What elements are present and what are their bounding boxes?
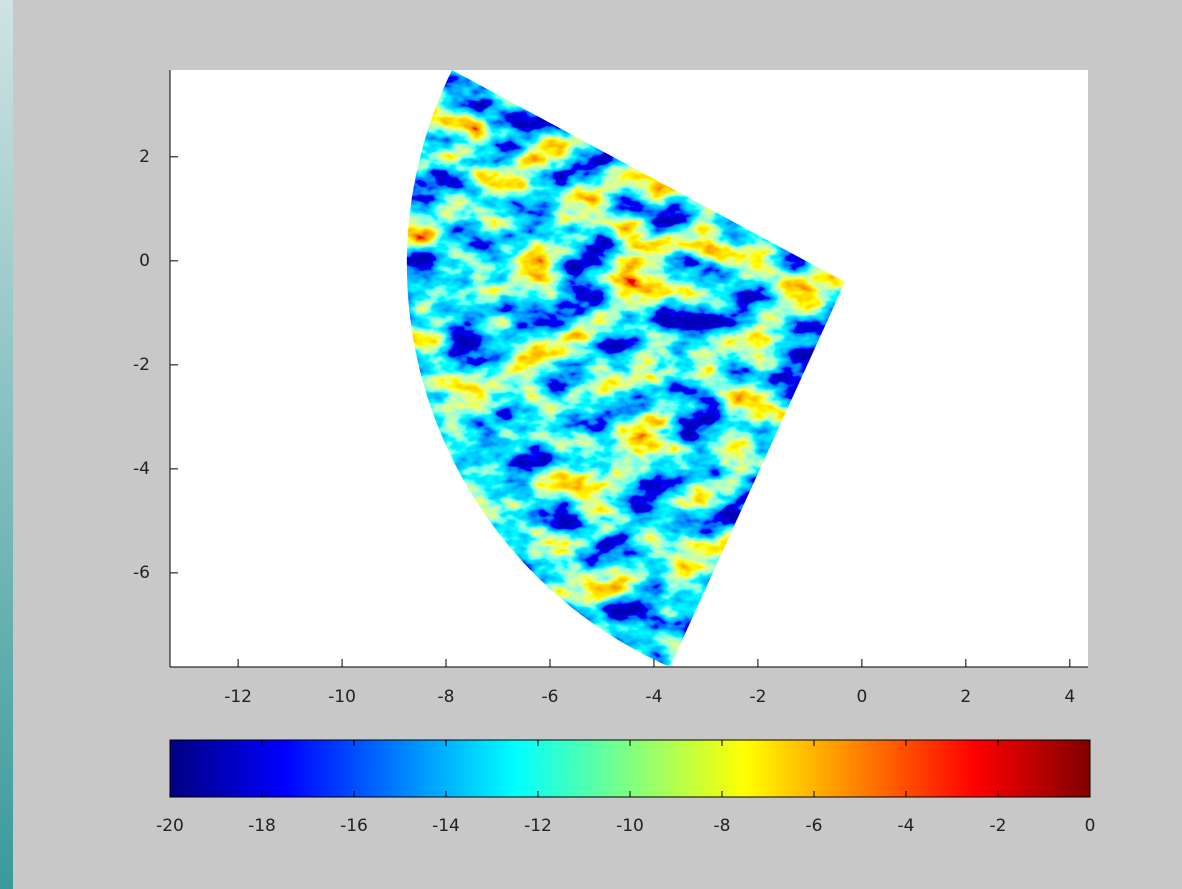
colorbar-tick-label: -20: [156, 816, 184, 836]
x-tick-label: -2: [749, 687, 766, 707]
colorbar-tick-label: -14: [432, 816, 460, 836]
colorbar-tick-label: -6: [806, 816, 823, 836]
x-tick-label: -10: [328, 687, 356, 707]
colorbar: [170, 740, 1090, 797]
y-tick-label: -2: [133, 355, 150, 375]
y-tick-label: -6: [133, 563, 150, 583]
x-tick-label: -8: [438, 687, 455, 707]
colorbar-tick-label: -12: [524, 816, 552, 836]
colorbar-tick-label: -16: [340, 816, 368, 836]
colorbar-tick-label: -8: [714, 816, 731, 836]
window-edge: [0, 0, 13, 889]
colorbar-tick-label: 0: [1085, 816, 1096, 836]
x-tick-label: 4: [1064, 687, 1075, 707]
y-tick-label: 0: [139, 251, 150, 271]
x-tick-label: -6: [542, 687, 559, 707]
colorbar-tick-label: -18: [248, 816, 276, 836]
x-tick-label: 0: [856, 687, 867, 707]
x-tick-label: -4: [645, 687, 662, 707]
colorbar-tick-label: -4: [898, 816, 915, 836]
figure: -12-10-8-6-4-2024-6-4-202-20-18-16-14-12…: [0, 0, 1182, 889]
colorbar-tick-label: -2: [990, 816, 1007, 836]
colorbar-tick-label: -10: [616, 816, 644, 836]
y-tick-label: 2: [139, 147, 150, 167]
x-tick-label: -12: [224, 687, 252, 707]
y-tick-label: -4: [133, 459, 150, 479]
x-tick-label: 2: [960, 687, 971, 707]
